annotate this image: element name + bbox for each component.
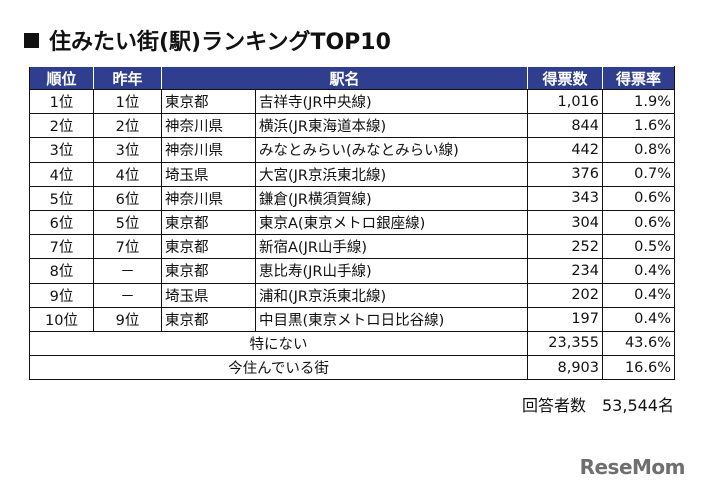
summary-votes-cell: 8,903 [527, 355, 604, 381]
prefecture-cell: 東京都 [161, 209, 256, 236]
station-cell: 中目黒(東京メトロ日比谷線) [254, 306, 529, 332]
table-row: 7位 7位 東京都 新宿A(JR山手線) 252 0.5% [29, 234, 676, 260]
prefecture-cell: 神奈川県 [161, 137, 256, 163]
votes-cell: 202 [527, 282, 604, 308]
header-row: 順位 昨年 駅名 得票数 得票率 [29, 66, 676, 90]
last-year-cell: 5位 [93, 209, 162, 236]
station-cell: 吉祥寺(JR中央線) [254, 88, 529, 115]
table-row: 9位 － 埼玉県 浦和(JR京浜東北線) 202 0.4% [29, 282, 676, 308]
station-cell: 鎌倉(JR横須賀線) [254, 185, 529, 211]
table-row: 8位 － 東京都 恵比寿(JR山手線) 234 0.4% [29, 258, 676, 284]
votes-cell: 197 [527, 306, 604, 332]
rate-cell: 0.6% [602, 185, 676, 211]
header-rate: 得票率 [602, 66, 676, 90]
votes-cell: 1,016 [527, 88, 604, 115]
prefecture-cell: 東京都 [161, 88, 256, 115]
prefecture-cell: 東京都 [161, 306, 256, 332]
votes-cell: 304 [527, 209, 604, 236]
rank-cell: 3位 [29, 137, 94, 163]
prefecture-cell: 埼玉県 [161, 161, 256, 187]
rate-cell: 0.6% [602, 209, 676, 236]
station-cell: 恵比寿(JR山手線) [254, 258, 529, 284]
last-year-cell: 9位 [93, 306, 162, 332]
rank-cell: 1位 [29, 88, 94, 115]
station-cell: 横浜(JR東海道本線) [254, 113, 529, 139]
page-title: 住みたい街(駅)ランキングTOP10 [24, 24, 391, 56]
summary-rate-cell: 43.6% [602, 330, 676, 357]
votes-cell: 376 [527, 161, 604, 187]
rank-cell: 9位 [29, 282, 94, 308]
header-station: 駅名 [160, 66, 529, 90]
summary-label-cell: 特にない [28, 330, 529, 357]
rate-cell: 0.5% [602, 234, 676, 260]
summary-rate-cell: 16.6% [602, 355, 676, 381]
votes-cell: 844 [527, 113, 604, 139]
header-last-year: 昨年 [93, 66, 162, 90]
table-header: 順位 昨年 駅名 得票数 得票率 [29, 66, 676, 90]
last-year-cell: 7位 [93, 234, 162, 260]
last-year-cell: － [93, 258, 162, 284]
respondent-count: 回答者数 53,544名 [522, 396, 674, 415]
rank-cell: 2位 [29, 113, 94, 139]
station-cell: 東京A(東京メトロ銀座線) [254, 209, 529, 236]
last-year-cell: 1位 [93, 88, 162, 115]
votes-cell: 343 [527, 185, 604, 211]
table-row: 3位 3位 神奈川県 みなとみらい(みなとみらい線) 442 0.8% [29, 137, 676, 163]
header-rank: 順位 [29, 66, 94, 90]
square-bullet-icon [24, 33, 39, 48]
prefecture-cell: 埼玉県 [161, 282, 256, 308]
rate-cell: 1.9% [602, 88, 676, 115]
station-cell: 浦和(JR京浜東北線) [254, 282, 529, 308]
prefecture-cell: 東京都 [161, 234, 256, 260]
rank-cell: 6位 [29, 209, 94, 236]
rate-cell: 0.8% [602, 137, 676, 163]
rate-cell: 1.6% [602, 113, 676, 139]
votes-cell: 252 [527, 234, 604, 260]
table-row: 2位 2位 神奈川県 横浜(JR東海道本線) 844 1.6% [29, 113, 676, 139]
rate-cell: 0.4% [602, 306, 676, 332]
summary-row: 今住んでいる街 8,903 16.6% [28, 355, 676, 381]
header-votes: 得票数 [527, 66, 604, 90]
last-year-cell: － [93, 282, 162, 308]
last-year-cell: 3位 [93, 137, 162, 163]
rank-cell: 10位 [29, 306, 94, 332]
votes-cell: 442 [527, 137, 604, 163]
rate-cell: 0.4% [602, 258, 676, 284]
rate-cell: 0.7% [602, 161, 676, 187]
page-title-text: 住みたい街(駅)ランキングTOP10 [49, 30, 391, 55]
station-cell: 新宿A(JR山手線) [254, 234, 529, 260]
last-year-cell: 4位 [93, 161, 162, 187]
summary-label-cell: 今住んでいる街 [28, 355, 529, 381]
resemom-logo: ReseMom [579, 455, 686, 479]
summary-votes-cell: 23,355 [527, 330, 604, 357]
prefecture-cell: 神奈川県 [161, 113, 256, 139]
ranking-table: 順位 昨年 駅名 得票数 得票率 1位 1位 東京都 吉祥寺(JR中央線) 1,… [28, 66, 676, 381]
rank-cell: 4位 [29, 161, 94, 187]
table-row: 4位 4位 埼玉県 大宮(JR京浜東北線) 376 0.7% [29, 161, 676, 187]
prefecture-cell: 東京都 [161, 258, 256, 284]
table-row: 6位 5位 東京都 東京A(東京メトロ銀座線) 304 0.6% [29, 209, 676, 236]
rank-cell: 7位 [29, 234, 94, 260]
table-row: 5位 6位 神奈川県 鎌倉(JR横須賀線) 343 0.6% [29, 185, 676, 211]
summary-row: 特にない 23,355 43.6% [28, 330, 676, 357]
table-row: 10位 9位 東京都 中目黒(東京メトロ日比谷線) 197 0.4% [29, 306, 676, 332]
last-year-cell: 2位 [93, 113, 162, 139]
prefecture-cell: 神奈川県 [161, 185, 256, 211]
rank-cell: 8位 [29, 258, 94, 284]
table-body: 1位 1位 東京都 吉祥寺(JR中央線) 1,016 1.9% 2位 2位 神奈… [28, 88, 676, 381]
table-row: 1位 1位 東京都 吉祥寺(JR中央線) 1,016 1.9% [29, 88, 676, 115]
rate-cell: 0.4% [602, 282, 676, 308]
votes-cell: 234 [527, 258, 604, 284]
last-year-cell: 6位 [93, 185, 162, 211]
station-cell: 大宮(JR京浜東北線) [254, 161, 529, 187]
station-cell: みなとみらい(みなとみらい線) [254, 137, 529, 163]
rank-cell: 5位 [29, 185, 94, 211]
